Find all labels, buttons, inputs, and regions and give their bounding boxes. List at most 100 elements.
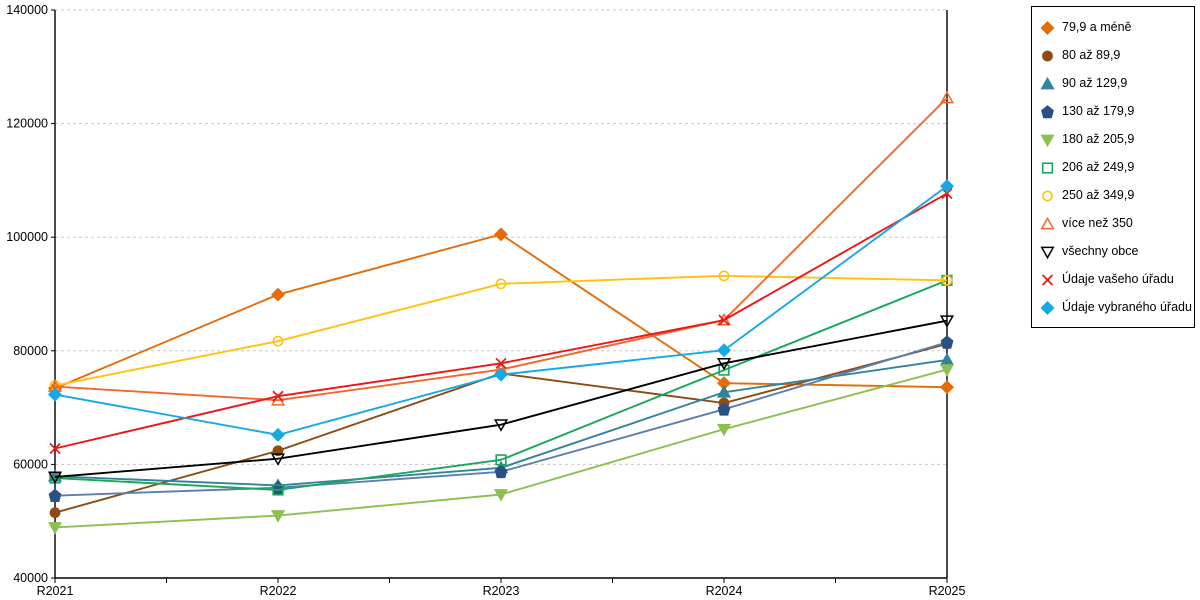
pentagon-marker	[940, 335, 954, 349]
series-4	[47, 364, 955, 535]
legend-item[interactable]: 79,9 a méně	[1040, 20, 1194, 35]
triangle-down-legend-icon	[1040, 246, 1055, 259]
legend-item[interactable]: 206 až 249,9	[1040, 160, 1194, 175]
legend-label: 180 až 205,9	[1062, 131, 1135, 146]
series-line	[54, 368, 948, 529]
legend-item[interactable]: 130 až 179,9	[1040, 104, 1194, 119]
legend-item[interactable]: 80 až 89,9	[1040, 48, 1194, 63]
pentagon-marker	[271, 480, 285, 494]
y-axis-label: 60000	[13, 457, 48, 471]
legend-item[interactable]: 250 až 349,9	[1040, 188, 1194, 203]
triangle-down-marker	[939, 364, 955, 377]
square-marker	[272, 484, 284, 496]
diamond-marker	[271, 427, 285, 442]
circle-marker	[495, 278, 507, 290]
circle-marker	[49, 507, 61, 519]
triangle-down-marker	[716, 423, 732, 437]
triangle-down-marker	[270, 510, 286, 523]
series-3	[48, 335, 954, 502]
x-marker	[49, 442, 61, 455]
legend-item[interactable]: Údaje vybraného úřadu	[1040, 300, 1194, 315]
pentagon-marker	[48, 488, 62, 502]
x-axis-label: R2021	[37, 584, 74, 598]
diamond-marker	[1040, 300, 1055, 315]
triangle-down-marker	[1040, 134, 1055, 147]
circle-marker	[1042, 50, 1053, 61]
legend-label: 80 až 89,9	[1062, 47, 1121, 62]
circle-legend-icon	[1042, 190, 1053, 201]
series-line	[54, 279, 948, 491]
circle-marker	[718, 270, 730, 282]
diamond-marker	[940, 179, 954, 194]
pentagon-marker	[494, 464, 508, 479]
legend-label: 250 až 349,9	[1062, 187, 1135, 202]
triangle-down-marker	[47, 471, 63, 485]
y-axis-label: 100000	[6, 230, 48, 244]
triangle-up-marker	[1040, 216, 1055, 229]
series-10	[48, 179, 954, 442]
legend-item[interactable]: Údaje vašeho úřadu	[1040, 272, 1194, 287]
triangle-down-marker	[493, 419, 509, 432]
legend-label: 79,9 a méně	[1062, 19, 1132, 34]
triangle-up-marker	[939, 90, 955, 104]
legend: 79,9 a méně 80 až 89,9 90 až 129,9 130 až 1…	[1031, 6, 1195, 328]
legend-label: 90 až 129,9	[1062, 75, 1128, 90]
x-legend-icon	[1041, 273, 1054, 286]
series-7	[47, 90, 955, 406]
series-line	[54, 185, 948, 436]
legend-item[interactable]: více než 350	[1040, 216, 1194, 231]
square-marker	[718, 364, 730, 376]
circle-marker	[941, 274, 953, 286]
triangle-up-marker	[1040, 76, 1055, 89]
legend-label: Údaje vybraného úřadu	[1062, 299, 1192, 314]
line-chart: 40000 60000 80000 100000 120000 140000 R2021 R2…	[6, 3, 966, 598]
legend-item[interactable]: 180 až 205,9	[1040, 132, 1194, 147]
pentagon-marker	[717, 402, 731, 416]
legend-item[interactable]: všechny obce	[1040, 244, 1194, 259]
x-axis-label: R2023	[483, 584, 520, 598]
square-marker	[495, 454, 507, 466]
legend-label: 130 až 179,9	[1062, 103, 1135, 118]
legend-label: více než 350	[1062, 215, 1133, 230]
diamond-marker	[717, 343, 731, 358]
diamond-legend-icon	[1040, 20, 1055, 35]
triangle-down-marker	[716, 357, 732, 371]
triangle-down-marker	[1040, 246, 1055, 259]
y-axis-label: 80000	[13, 344, 48, 358]
square-legend-icon	[1041, 161, 1054, 174]
diamond-marker	[48, 387, 62, 402]
diamond-marker	[1040, 20, 1055, 35]
pentagon-marker	[1041, 104, 1054, 118]
x-marker	[1041, 273, 1054, 286]
triangle-down-marker	[493, 489, 509, 502]
circle-legend-icon	[1042, 50, 1053, 61]
circle-marker	[272, 335, 284, 347]
series-line	[54, 97, 948, 402]
y-axis-label: 40000	[13, 571, 48, 585]
circle-marker	[272, 445, 284, 457]
triangle-up-legend-icon	[1040, 76, 1055, 89]
x-axis-label: R2024	[706, 584, 743, 598]
circle-marker	[1042, 190, 1053, 201]
triangle-down-marker	[939, 315, 955, 328]
diamond-marker	[494, 367, 508, 382]
x-marker	[718, 314, 730, 326]
triangle-up-legend-icon	[1040, 216, 1055, 229]
x-axis-label: R2025	[929, 584, 966, 598]
y-axis-label: 140000	[6, 3, 48, 17]
series-8	[47, 315, 955, 485]
triangle-up-marker	[716, 385, 732, 398]
x-marker	[272, 390, 284, 402]
legend-item[interactable]: 90 až 129,9	[1040, 76, 1194, 91]
diamond-marker	[271, 287, 285, 302]
legend-label: 206 až 249,9	[1062, 159, 1135, 174]
pentagon-legend-icon	[1041, 104, 1054, 118]
diamond-marker	[494, 227, 508, 242]
y-axis-label: 120000	[6, 117, 48, 131]
series-9	[49, 187, 953, 455]
x-axis-label: R2022	[260, 584, 297, 598]
diamond-marker	[940, 380, 954, 395]
triangle-down-legend-icon	[1040, 134, 1055, 147]
x-marker	[941, 187, 953, 200]
